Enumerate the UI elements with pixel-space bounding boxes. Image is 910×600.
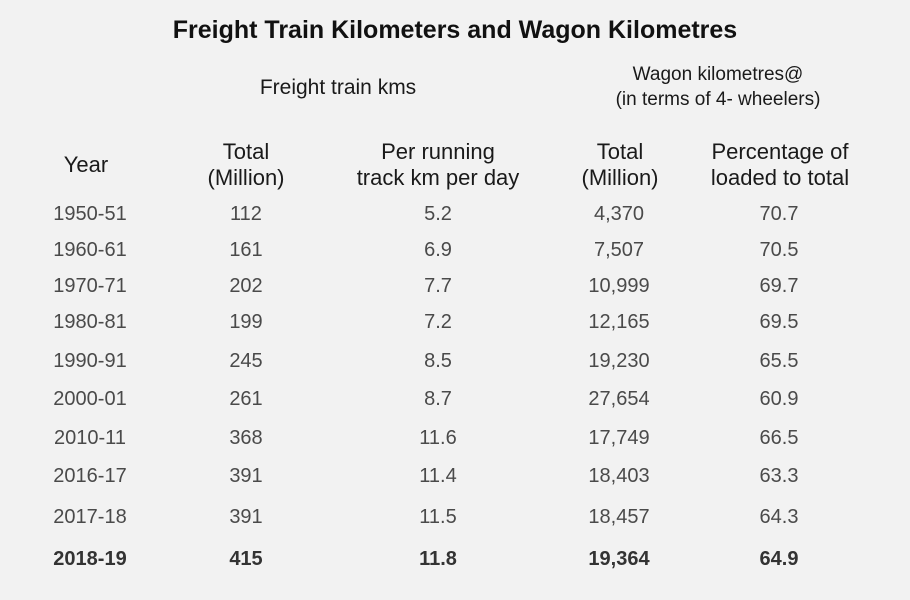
cell-per-track-km: 8.7 (424, 388, 452, 410)
cell-wagon-total: 18,457 (588, 506, 650, 528)
cell-pct-loaded: 70.5 (759, 239, 799, 261)
cell-wagon-total: 19,364 (588, 548, 650, 570)
cell-year: 2010-11 (54, 427, 126, 449)
cell-freight-total: 202 (229, 275, 263, 297)
cell-pct-loaded: 70.7 (759, 203, 799, 225)
column-header-year: Year (36, 152, 136, 178)
table-row: 2010-11 368 11.6 17,749 66.5 (0, 426, 910, 450)
column-header-label-line2: loaded to total (710, 165, 850, 190)
column-header-label-line1: Percentage of (711, 139, 849, 164)
cell-pct-loaded: 69.5 (759, 311, 799, 333)
cell-freight-total: 112 (230, 203, 262, 225)
cell-pct-loaded: 69.7 (759, 275, 799, 297)
cell-per-track-km: 11.6 (419, 427, 457, 449)
cell-per-track-km: 6.9 (424, 239, 452, 261)
cell-wagon-total: 19,230 (588, 350, 650, 372)
table-row: 2016-17 391 11.4 18,403 63.3 (0, 464, 910, 488)
cell-wagon-total: 18,403 (588, 465, 650, 487)
group-header-wagon-line1: Wagon kilometres@ (632, 64, 804, 85)
column-header-per-track-km: Per running track km per day (328, 139, 548, 191)
cell-per-track-km: 11.4 (419, 465, 457, 487)
cell-freight-total: 368 (229, 427, 263, 449)
column-header-label-line1: Per running (381, 139, 495, 164)
column-header-label-line2: (Million) (581, 165, 659, 190)
cell-year: 2000-01 (53, 388, 127, 410)
table-row: 1950-51 112 5.2 4,370 70.7 (0, 202, 910, 226)
cell-pct-loaded: 64.9 (759, 548, 799, 570)
column-header-label-line2: (Million) (207, 165, 285, 190)
cell-pct-loaded: 60.9 (759, 388, 799, 410)
cell-freight-total: 261 (229, 388, 263, 410)
cell-per-track-km: 8.5 (424, 350, 452, 372)
group-header-wagon-line2: (in terms of 4- wheelers) (615, 89, 821, 110)
cell-year: 1980-81 (53, 311, 127, 333)
cell-pct-loaded: 64.3 (759, 506, 799, 528)
table-row: 2017-18 391 11.5 18,457 64.3 (0, 505, 910, 529)
table-row: 1990-91 245 8.5 19,230 65.5 (0, 349, 910, 373)
cell-per-track-km: 7.7 (424, 275, 452, 297)
table-row: 2000-01 261 8.7 27,654 60.9 (0, 387, 910, 411)
cell-wagon-total: 7,507 (593, 239, 645, 261)
column-header-pct-loaded: Percentage of loaded to total (690, 139, 870, 191)
table-row: 1960-61 161 6.9 7,507 70.5 (0, 238, 910, 262)
cell-freight-total: 161 (229, 239, 263, 261)
table-row-highlight: 2018-19 415 11.8 19,364 64.9 (0, 547, 910, 571)
cell-freight-total: 391 (229, 465, 263, 487)
cell-pct-loaded: 65.5 (759, 350, 799, 372)
cell-per-track-km: 11.8 (419, 548, 457, 570)
column-header-label-line1: Total (222, 139, 270, 164)
cell-per-track-km: 5.2 (424, 203, 452, 225)
cell-year: 2018-19 (53, 548, 127, 570)
cell-freight-total: 415 (229, 548, 263, 570)
cell-freight-total: 199 (229, 311, 263, 333)
group-header-freight: Freight train kms (259, 76, 417, 99)
cell-pct-loaded: 66.5 (759, 427, 799, 449)
cell-wagon-total: 12,165 (588, 311, 650, 333)
chart-title: Freight Train Kilometers and Wagon Kilom… (172, 16, 738, 44)
cell-wagon-total: 10,999 (588, 275, 650, 297)
column-header-label-line2: track km per day (356, 165, 520, 190)
cell-pct-loaded: 63.3 (759, 465, 799, 487)
cell-per-track-km: 7.2 (424, 311, 452, 333)
cell-year: 1990-91 (53, 350, 127, 372)
cell-per-track-km: 11.5 (419, 506, 457, 528)
table-row: 1980-81 199 7.2 12,165 69.5 (0, 310, 910, 334)
cell-year: 2016-17 (53, 465, 127, 487)
cell-year: 1970-71 (53, 275, 127, 297)
cell-year: 2017-18 (53, 506, 127, 528)
table-row: 1970-71 202 7.7 10,999 69.7 (0, 274, 910, 298)
column-header-label-line1: Total (596, 139, 644, 164)
column-header-freight-total: Total (Million) (176, 139, 316, 191)
column-header-wagon-total: Total (Million) (550, 139, 690, 191)
cell-year: 1950-51 (53, 203, 127, 225)
cell-freight-total: 245 (229, 350, 263, 372)
group-header-wagon: Wagon kilometres@ (in terms of 4- wheele… (548, 62, 888, 112)
column-header-year-label: Year (63, 152, 109, 177)
cell-wagon-total: 17,749 (588, 427, 650, 449)
cell-year: 1960-61 (53, 239, 127, 261)
cell-wagon-total: 27,654 (588, 388, 650, 410)
cell-freight-total: 391 (229, 506, 263, 528)
cell-wagon-total: 4,370 (593, 203, 645, 225)
